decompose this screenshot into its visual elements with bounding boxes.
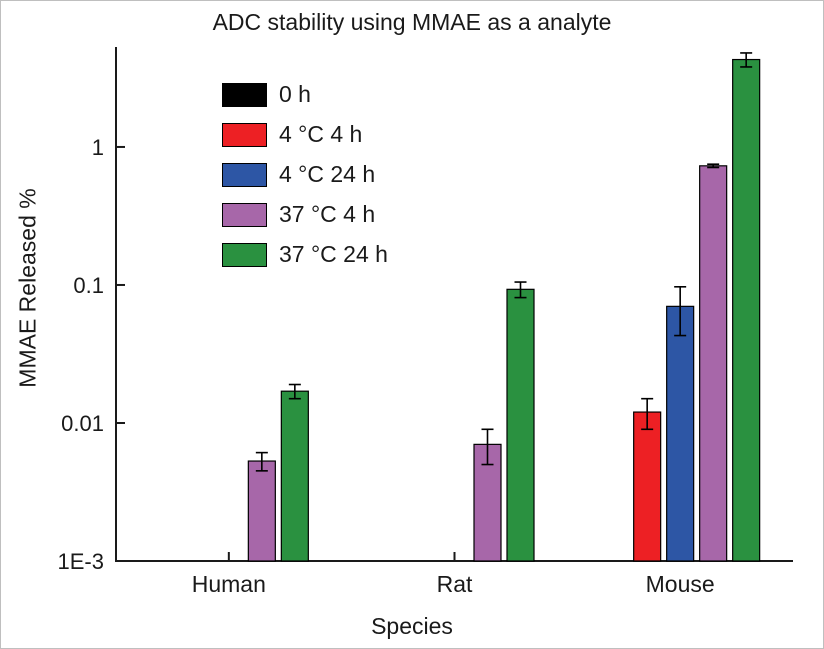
bar: [280, 390, 309, 562]
bar: [699, 165, 728, 562]
y-tick-label: 1: [92, 135, 104, 160]
bar: [732, 58, 761, 562]
legend-label: 37 °C 24 h: [279, 241, 388, 267]
x-tick-label: Mouse: [646, 571, 715, 597]
bar: [633, 411, 662, 562]
legend-item: 4 °C 24 h: [222, 161, 388, 188]
legend-item: 0 h: [222, 81, 388, 108]
x-tick-label: Rat: [437, 571, 473, 597]
legend-label: 0 h: [279, 81, 311, 107]
y-tick-label: 0.1: [73, 273, 104, 298]
legend-item: 37 °C 24 h: [222, 241, 388, 268]
legend-swatch: [222, 202, 267, 227]
legend-swatch: [222, 122, 267, 147]
x-axis-label: Species: [371, 613, 453, 639]
legend-swatch: [222, 242, 267, 267]
legend-label: 4 °C 4 h: [279, 121, 363, 147]
legend-swatch: [222, 82, 267, 107]
x-tick-label: Human: [192, 571, 266, 597]
legend-swatch: [222, 162, 267, 187]
legend-label: 37 °C 4 h: [279, 201, 376, 227]
legend-label: 4 °C 24 h: [279, 161, 376, 187]
y-tick-label: 0.01: [61, 411, 104, 436]
legend-item: 37 °C 4 h: [222, 201, 388, 228]
chart-legend: 0 h 4 °C 4 h 4 °C 24 h 37 °C 4 h 37 °C 24 h: [222, 81, 388, 281]
y-tick-label: 1E-3: [58, 549, 104, 574]
bar: [666, 305, 695, 562]
bar: [247, 460, 276, 562]
chart-title: ADC stability using MMAE as a analyte: [212, 9, 612, 35]
legend-item: 4 °C 4 h: [222, 121, 388, 148]
bar: [506, 288, 535, 562]
